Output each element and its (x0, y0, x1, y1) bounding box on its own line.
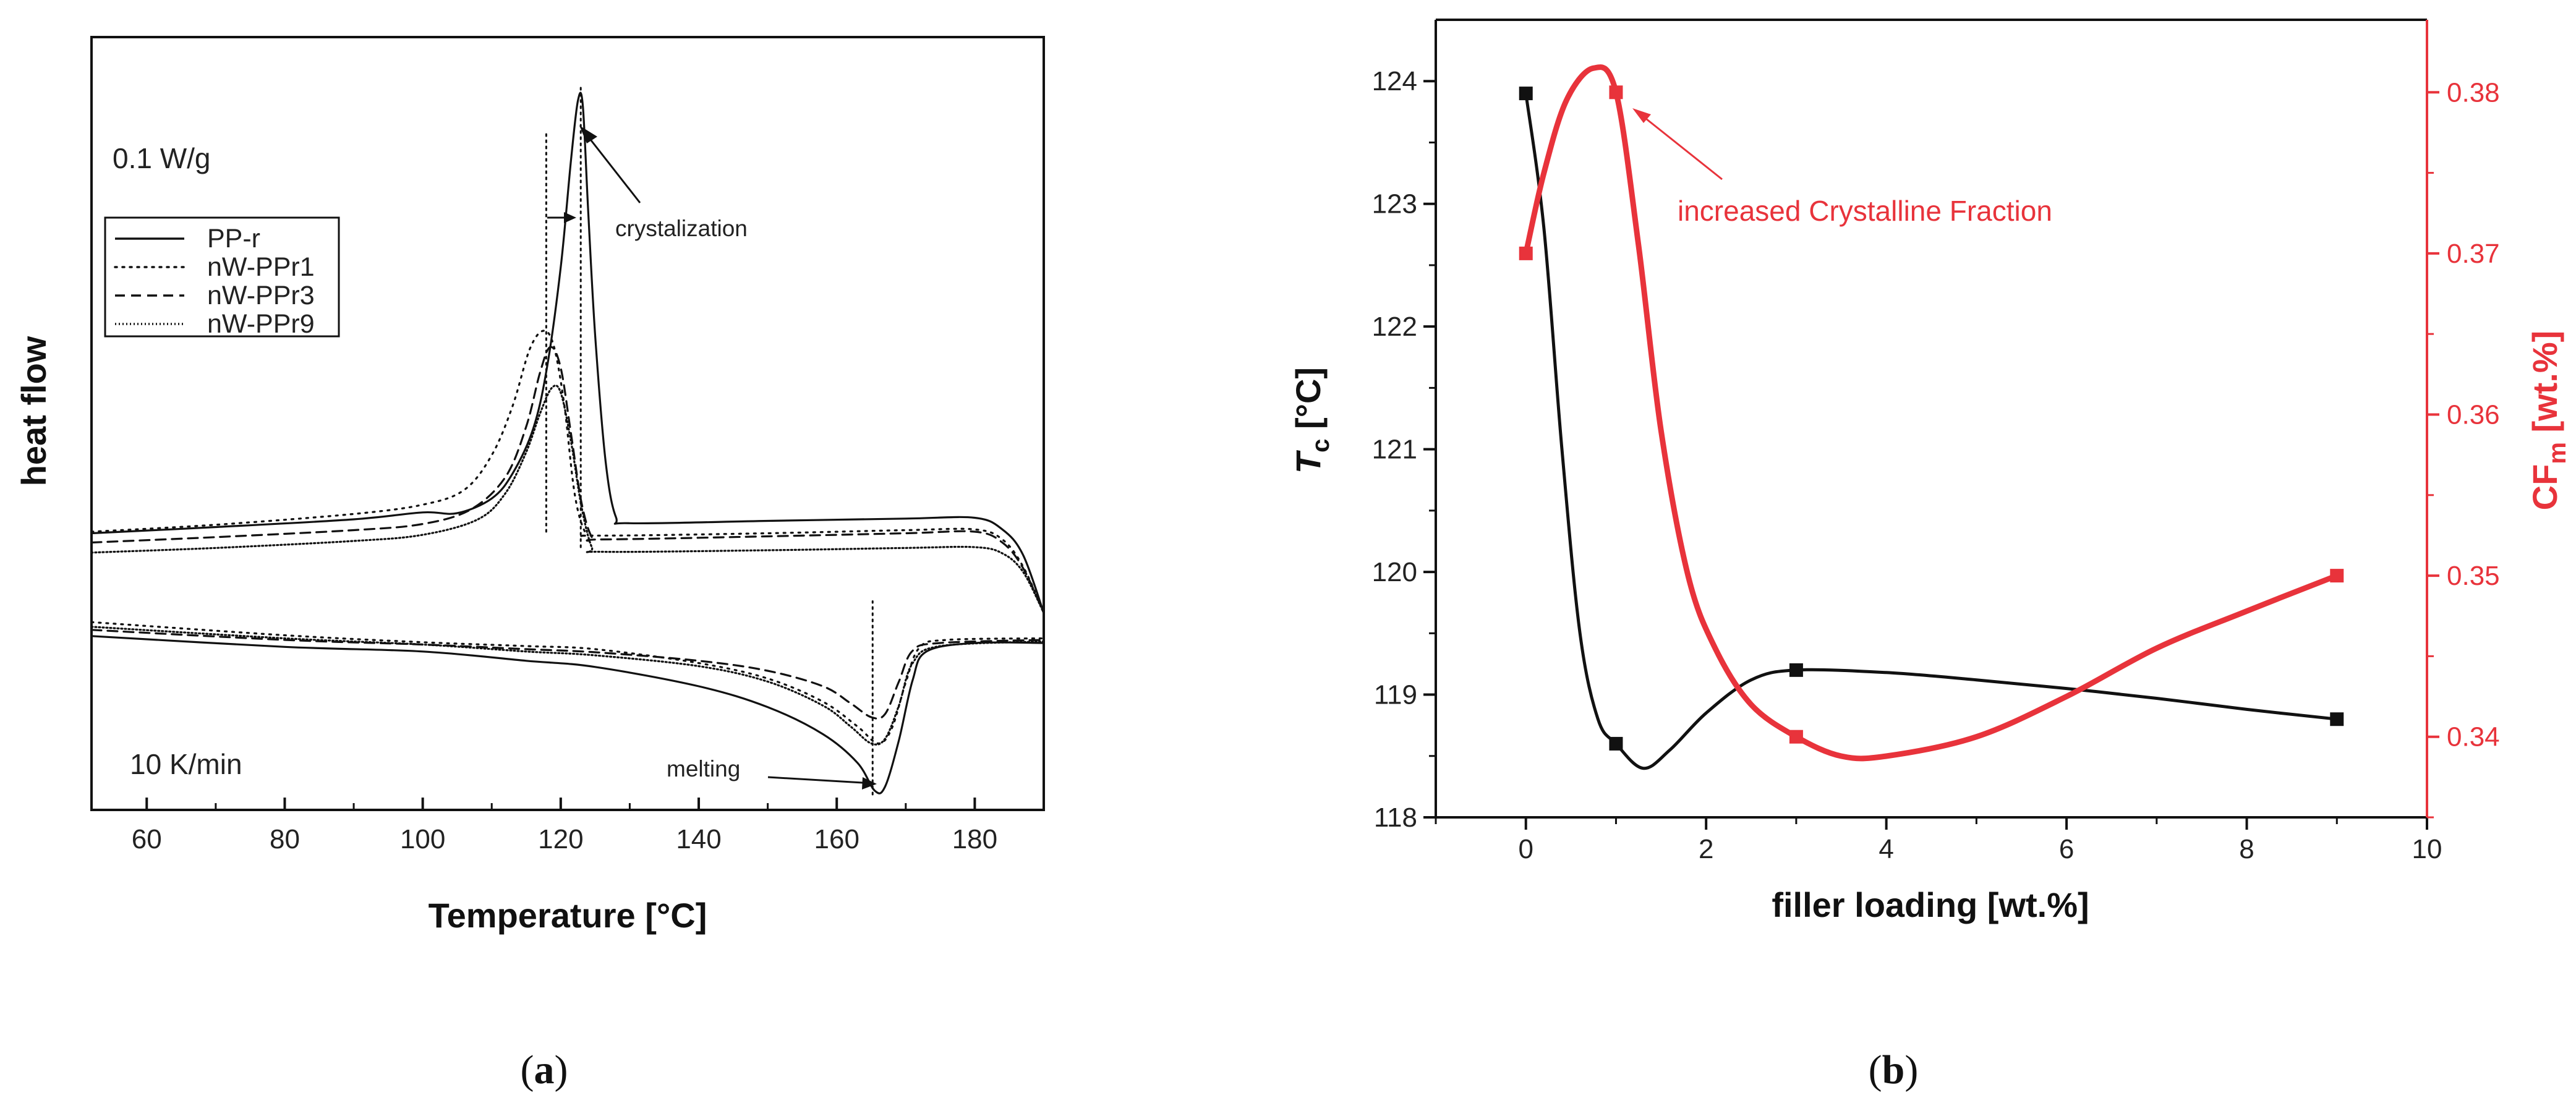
melting-label: melting (667, 756, 740, 781)
panel-b-left-tick-label: 118 (1374, 802, 1417, 833)
panel-a-dsc-chart: 60 80 100 120 140 160 180 PP-r nW-PPr1 nW-PPr3… (14, 36, 1045, 1092)
crystallization-arrow (587, 137, 641, 203)
panel-b-series-lines (1523, 64, 2340, 770)
panel-a-x-tick-label: 180 (952, 824, 997, 854)
data-point-cfm (1789, 730, 1803, 744)
heating-rate-label: 10 K/min (130, 748, 242, 780)
series-line-pp-r-cooling (91, 92, 1045, 613)
panel-a-peak-markers (545, 82, 874, 796)
crystallization-label: crystalization (615, 216, 748, 241)
legend-label-pp-r: PP-r (207, 224, 260, 253)
panel-b-x-tick-label: 2 (1699, 834, 1713, 864)
panel-b-left-tick-label: 123 (1372, 189, 1417, 219)
peak-shift-arrowhead (564, 212, 576, 223)
panel-b-markers (1519, 85, 2344, 751)
data-point-cfm (2330, 569, 2344, 583)
data-point-tc (1789, 663, 1803, 677)
panel-a-x-tick-label: 80 (270, 824, 300, 854)
panel-b-right-tick-label: 0.38 (2447, 77, 2500, 108)
panel-a-x-axis-title: Temperature [°C] (429, 896, 707, 935)
panel-b-right-axis-title: CFm [wt.%] (2525, 331, 2571, 511)
panel-b-left-tick-label: 120 (1372, 557, 1417, 587)
panel-b-x-tick-label: 6 (2059, 834, 2074, 864)
legend-label-nw-ppr9: nW-PPr9 (207, 309, 315, 339)
panel-a-x-tick-label: 160 (814, 824, 859, 854)
panel-a-series-lines (90, 92, 1045, 794)
panel-a-legend: PP-r nW-PPr1 nW-PPr3 nW-PPr9 (104, 216, 340, 339)
panel-a-x-tick-label: 120 (538, 824, 583, 854)
series-line-pp-r-heating (91, 635, 1044, 794)
panel-b-left-tick-label: 119 (1374, 680, 1417, 710)
series-line-nw-ppr9-heating (90, 626, 1045, 746)
panel-b-x-tick-label: 4 (1879, 834, 1893, 864)
series-line-nw-ppr1-heating (90, 621, 1045, 745)
data-point-tc (1609, 736, 1623, 751)
panel-b-right-tick-label: 0.37 (2447, 239, 2500, 269)
panel-a-caption: (a) (521, 1047, 568, 1092)
panel-b-x-tick-label: 10 (2412, 834, 2442, 864)
panel-b-left-tick-label: 122 (1372, 312, 1417, 342)
panel-b-caption: (b) (1869, 1047, 1919, 1092)
melting-arrow (767, 776, 863, 784)
panel-a-x-tick-label: 140 (676, 824, 721, 854)
panel-a-x-axis: 60 80 100 120 140 160 180 (132, 798, 997, 854)
crystalline-fraction-annotation: increased Crystalline Fraction (1678, 195, 2052, 227)
series-line-nw-ppr9-cooling (90, 384, 1045, 614)
panel-b-left-axis-title: Tc [°C] (1289, 367, 1334, 474)
series-line-nw-ppr1-cooling (90, 330, 1045, 614)
series-line-cfm (1523, 64, 2340, 762)
panel-a-plot-frame (90, 36, 1045, 811)
panel-a-x-tick-label: 100 (400, 824, 445, 854)
melting-arrowhead (862, 777, 877, 790)
series-line-nw-ppr3-heating (90, 629, 1045, 720)
data-point-cfm (1609, 85, 1623, 100)
series-line-nw-ppr3-cooling (90, 346, 1045, 614)
panel-b-right-tick-label: 0.36 (2447, 399, 2500, 430)
crystallization-arrowhead (579, 126, 597, 143)
panel-b-right-tick-label: 0.34 (2447, 722, 2500, 752)
panel-b-right-tick-label: 0.35 (2447, 561, 2500, 591)
panel-b-left-tick-label: 124 (1372, 66, 1417, 96)
legend-label-nw-ppr3: nW-PPr3 (207, 281, 315, 310)
panel-b-axes-ticks: 0 2 4 6 8 10 118 119 120 121 122 123 124 0.34 0.35 0.36… (1372, 66, 2500, 864)
series-line-tc (1524, 92, 2339, 770)
data-point-tc (1519, 87, 1533, 101)
crystalline-fraction-arrowhead (1632, 108, 1651, 123)
panel-a-x-tick-label: 60 (132, 824, 162, 854)
data-point-tc (2330, 712, 2344, 726)
panel-b-x-tick-label: 8 (2239, 834, 2254, 864)
scale-bar-label: 0.1 W/g (113, 142, 211, 174)
legend-label-nw-ppr1: nW-PPr1 (207, 252, 315, 282)
panel-b-x-tick-label: 0 (1518, 834, 1533, 864)
panel-a-y-axis-title: heat flow (14, 336, 53, 486)
legend-box (104, 216, 340, 338)
panel-b-x-axis-title: filler loading [wt.%] (1772, 885, 2089, 924)
panel-b-left-tick-label: 121 (1372, 435, 1417, 465)
panel-b-tc-cf-chart: 0 2 4 6 8 10 118 119 120 121 122 123 124 0.34 0.35 0.36… (1289, 19, 2571, 1092)
data-point-cfm (1519, 246, 1533, 260)
crystalline-fraction-arrow (1645, 117, 1723, 181)
